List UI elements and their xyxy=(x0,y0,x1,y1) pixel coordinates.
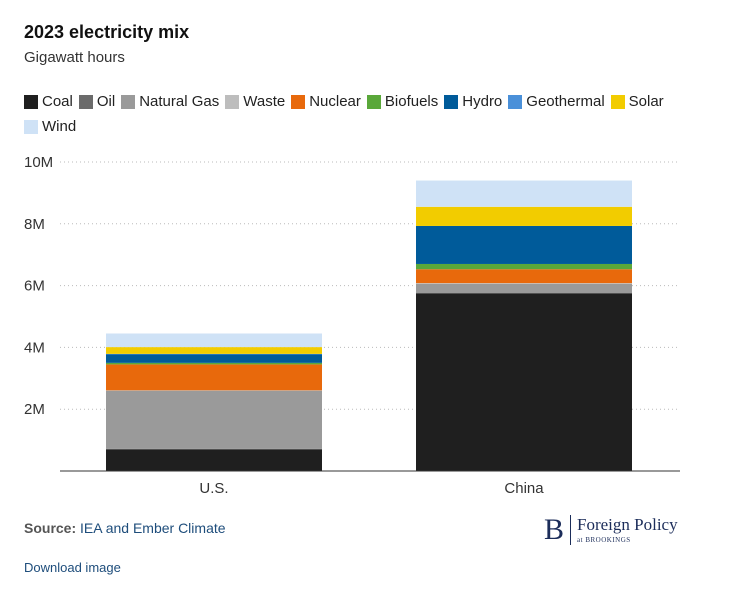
y-tick-label: 8M xyxy=(24,216,45,233)
bar-segment-us-oil xyxy=(106,448,322,450)
legend-item-solar: Solar xyxy=(610,91,664,113)
legend-item-waste: Waste xyxy=(225,91,285,113)
bar-segment-us-natural-gas xyxy=(106,390,322,449)
bar-segment-us-hydro xyxy=(106,354,322,363)
legend-item-natural-gas: Natural Gas xyxy=(121,91,219,113)
legend-item-coal: Coal xyxy=(24,91,73,113)
logo-sub-text: at BROOKINGS xyxy=(577,536,631,544)
bar-segment-us-nuclear xyxy=(106,364,322,391)
logo-letter: B xyxy=(544,513,565,546)
legend-swatch xyxy=(225,95,240,109)
bar-segment-us-coal xyxy=(106,449,322,471)
bar-segment-us-wind xyxy=(106,333,322,348)
foreign-policy-logo: B Foreign Policy at BROOKINGS xyxy=(544,515,678,545)
legend-swatch xyxy=(121,95,136,109)
legend-item-oil: Oil xyxy=(78,91,116,113)
legend-item-hydro: Hydro xyxy=(444,91,502,113)
legend-item-nuclear: Nuclear xyxy=(291,91,361,113)
bar-segment-china-nuclear xyxy=(416,269,632,284)
legend-label: Biofuels xyxy=(384,93,439,110)
chart-title: 2023 electricity mix xyxy=(24,22,190,42)
stacked-bar-chart: 2M 4M 6M 8M 10M U.S. China xyxy=(24,154,680,497)
bar-segment-china-biofuels xyxy=(416,263,632,270)
y-tick-label: 4M xyxy=(24,339,45,356)
bar-segment-china-solar xyxy=(416,206,632,226)
download-image-link[interactable]: Download image xyxy=(24,560,121,575)
legend-label: Natural Gas xyxy=(139,93,220,110)
legend-label: Solar xyxy=(628,93,664,110)
y-tick-label: 2M xyxy=(24,401,45,418)
bar-segment-us-biofuels xyxy=(106,362,322,365)
legend-item-geothermal: Geothermal xyxy=(508,91,605,113)
legend-label: Nuclear xyxy=(309,93,361,110)
source-note: Source: IEA and Ember Climate xyxy=(24,520,226,536)
logo-wordmark: Foreign Policy at BROOKINGS xyxy=(577,515,678,545)
x-tick-label: U.S. xyxy=(199,480,228,497)
legend-swatch xyxy=(78,95,93,109)
bar-segment-china-waste xyxy=(416,283,632,284)
logo-divider xyxy=(570,515,572,545)
legend-swatch xyxy=(610,95,625,109)
legend-item-wind: Wind xyxy=(24,116,76,138)
logo-main-text: Foreign Policy xyxy=(577,515,678,534)
legend-swatch xyxy=(444,95,459,109)
bar-segment-us-geothermal xyxy=(106,353,322,355)
y-tick-label: 6M xyxy=(24,278,45,295)
legend-label: Coal xyxy=(42,93,73,110)
y-tick-label: 10M xyxy=(24,154,53,171)
bar-segment-us-solar xyxy=(106,347,322,354)
chart-subtitle: Gigawatt hours xyxy=(24,49,125,66)
source-label: Source: xyxy=(24,520,77,536)
chart-legend: Coal Oil Natural Gas Waste Nuclear Biofuels Hy… xyxy=(24,91,684,141)
x-tick-label: China xyxy=(504,480,544,497)
bar-segment-china-natural-gas xyxy=(416,283,632,294)
legend-label: Waste xyxy=(243,93,286,110)
legend-swatch xyxy=(24,120,38,134)
legend-swatch xyxy=(24,95,38,109)
legend-label: Hydro xyxy=(462,93,503,110)
source-text: IEA and Ember Climate xyxy=(80,520,226,536)
legend-item-biofuels: Biofuels xyxy=(366,91,439,113)
bar-segment-china-hydro xyxy=(416,225,632,264)
legend-swatch xyxy=(508,95,523,109)
bar-segment-china-wind xyxy=(416,180,632,207)
legend-swatch xyxy=(366,95,381,109)
legend-label: Wind xyxy=(42,118,77,135)
legend-swatch xyxy=(291,95,306,109)
legend-label: Geothermal xyxy=(526,93,605,110)
bar-segment-china-coal xyxy=(416,293,632,471)
legend-label: Oil xyxy=(96,93,116,110)
